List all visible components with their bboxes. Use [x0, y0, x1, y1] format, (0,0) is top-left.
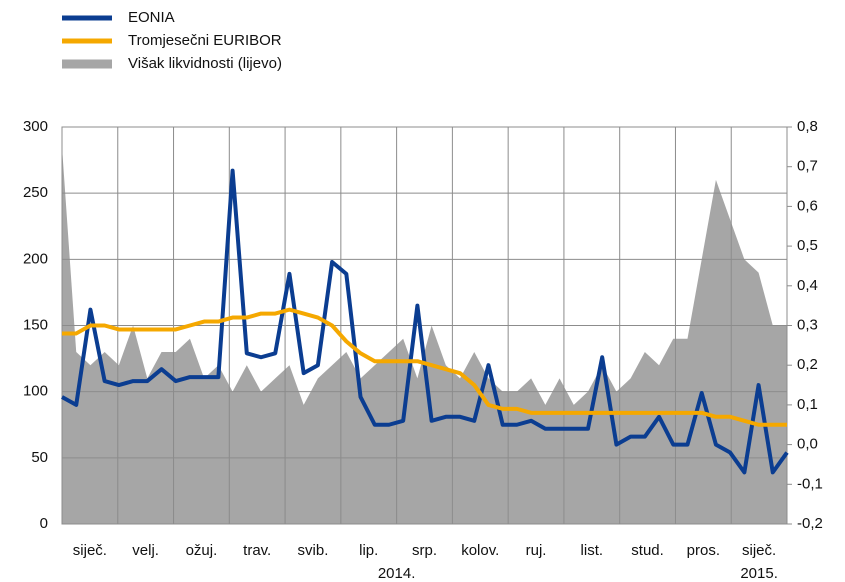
x-tick-label: kolov. — [461, 542, 499, 559]
year-label: 2015. — [740, 565, 778, 582]
y-tick-label: 200 — [23, 250, 48, 267]
y2-tick-label: 0,0 — [797, 436, 818, 453]
x-tick-label: lip. — [359, 542, 378, 559]
y2-tick-label: 0,2 — [797, 356, 818, 373]
x-tick-label: trav. — [243, 542, 271, 559]
y-tick-label: 0 — [40, 515, 48, 532]
line — [62, 307, 787, 427]
legend-label: Višak likvidnosti (lijevo) — [128, 55, 282, 72]
y-tick-label: 50 — [31, 449, 48, 466]
y-tick-label: 100 — [23, 383, 48, 400]
area — [62, 146, 787, 524]
x-tick-label: siječ. — [742, 542, 776, 559]
y-tick-label: 300 — [23, 118, 48, 135]
legend-label: Tromjesečni EURIBOR — [128, 32, 282, 49]
x-tick-label: velj. — [132, 542, 159, 559]
x-tick-label: svib. — [298, 542, 329, 559]
y-tick-label: 250 — [23, 184, 48, 201]
x-tick-label: stud. — [631, 542, 664, 559]
x-tick-label: list. — [581, 542, 604, 559]
x-tick-label: siječ. — [73, 542, 107, 559]
y-tick-label: 150 — [23, 316, 48, 333]
y2-tick-label: -0,2 — [797, 515, 823, 532]
y2-tick-label: 0,3 — [797, 316, 818, 333]
year-label: 2014. — [378, 565, 416, 582]
y2-tick-label: -0,1 — [797, 475, 823, 492]
y2-tick-label: 0,5 — [797, 237, 818, 254]
legend-label: EONIA — [128, 9, 175, 26]
y2-tick-label: 0,4 — [797, 277, 818, 294]
x-tick-label: srp. — [412, 542, 437, 559]
x-tick-label: ožuj. — [186, 542, 218, 559]
x-tick-label: ruj. — [526, 542, 547, 559]
x-tick-label: pros. — [687, 542, 720, 559]
y2-tick-label: 0,1 — [797, 396, 818, 413]
y2-tick-label: 0,8 — [797, 118, 818, 135]
y2-tick-label: 0,7 — [797, 158, 818, 175]
y2-tick-label: 0,6 — [797, 197, 818, 214]
